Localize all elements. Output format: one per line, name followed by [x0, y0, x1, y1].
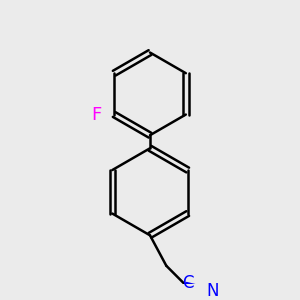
Text: N: N	[207, 282, 219, 300]
Text: F: F	[91, 106, 101, 124]
Text: C: C	[182, 274, 194, 292]
